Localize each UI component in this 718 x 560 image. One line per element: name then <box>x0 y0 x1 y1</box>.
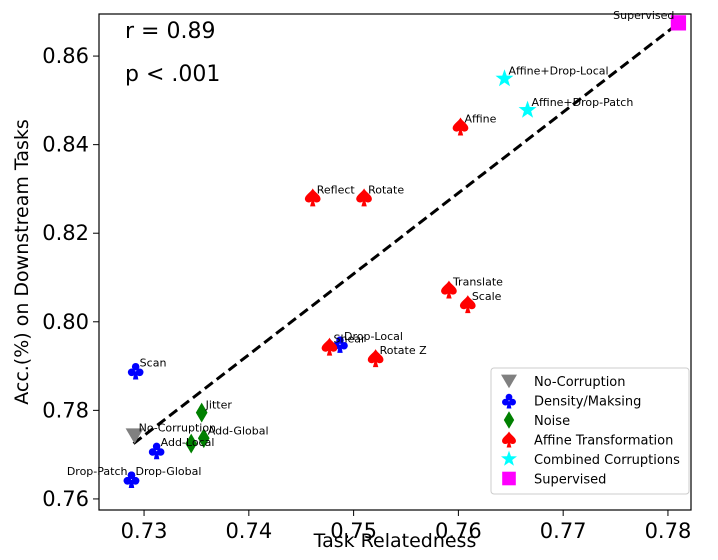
y-tick-label: 0.82 <box>42 221 89 245</box>
point-label-drop-local: Drop-Local <box>344 330 403 343</box>
legend-label: No-Corruption <box>534 375 626 390</box>
point-jitter <box>195 402 208 423</box>
point-supervised <box>670 15 687 31</box>
point-reflect <box>304 188 321 207</box>
p-value-label: p < .001 <box>125 62 220 87</box>
legend-label: Affine Transformation <box>534 434 673 449</box>
series-affine-transformation <box>304 117 476 368</box>
point-add-global <box>197 428 210 449</box>
legend-label: Density/Maksing <box>534 395 641 410</box>
point-drop-global <box>123 471 140 488</box>
point-label-affine-drop-patch: Affine+Drop-Patch <box>532 96 634 109</box>
point-label-jitter: Jitter <box>205 399 233 412</box>
x-tick-label: 0.74 <box>225 519 272 543</box>
point-no-corruption <box>125 428 144 444</box>
point-labels: No-Corruption Scan Drop-Patch Drop-Global Ad… <box>67 9 675 478</box>
point-label-affine: Affine <box>464 112 496 125</box>
point-affine <box>452 117 469 136</box>
point-scan <box>127 362 144 380</box>
correlation-label: r = 0.89 <box>125 19 215 44</box>
point-label-add-global: Add-Global <box>208 424 269 437</box>
x-tick-label: 0.77 <box>540 519 587 543</box>
x-axis: 0.73 0.74 0.75 0.76 0.77 0.78 <box>121 510 692 543</box>
y-tick-label: 0.86 <box>42 44 89 68</box>
y-tick-label: 0.84 <box>42 133 89 157</box>
legend-label: Supervised <box>534 473 606 488</box>
point-scale <box>459 295 476 314</box>
series-no-corruption <box>125 428 144 444</box>
point-label-drop-global: Drop-Global <box>135 465 201 478</box>
point-label-supervised: Supervised <box>613 9 674 22</box>
series-noise <box>185 402 210 454</box>
series-supervised <box>670 15 687 31</box>
legend-box <box>490 367 690 495</box>
point-label-shear: Shear <box>334 333 366 346</box>
point-rotate-z <box>367 349 384 368</box>
point-label-no-corruption: No-Corruption <box>139 422 216 435</box>
legend-marker-density-maksing <box>502 393 516 409</box>
point-label-rotate-z: Rotate Z <box>380 344 428 357</box>
point-label-affine-drop-local: Affine+Drop-Local <box>508 65 608 78</box>
legend-marker-combined-corruptions <box>501 450 517 466</box>
legend-marker-no-corruption <box>501 374 517 389</box>
legend-marker-noise <box>503 411 515 429</box>
point-affine-drop-local <box>495 69 514 87</box>
trend-line <box>132 26 675 445</box>
point-label-drop-patch: Drop-Patch <box>67 465 128 478</box>
point-affine-drop-patch <box>518 100 537 118</box>
point-label-add-local: Add-Local <box>161 436 215 449</box>
legend-entry-no-corruption: No-Corruption <box>501 374 626 390</box>
legend-entry-supervised: Supervised <box>502 471 606 488</box>
point-rotate <box>356 188 372 207</box>
point-noise-unlabeled <box>185 433 198 454</box>
point-label-scale: Scale <box>472 290 502 303</box>
point-label-scan: Scan <box>140 357 167 370</box>
x-axis-label: Task Relatedness <box>313 530 477 552</box>
point-label-translate: Translate <box>452 275 503 288</box>
legend-marker-supervised <box>502 471 516 486</box>
plot-content: No-Corruption Scan Drop-Patch Drop-Global Ad… <box>67 9 687 488</box>
y-tick-label: 0.80 <box>42 310 89 334</box>
legend-entry-density-maksing: Density/Maksing <box>502 393 641 410</box>
y-tick-label: 0.78 <box>42 398 89 422</box>
legend-label: Combined Corruptions <box>534 453 680 468</box>
series-combined-corruptions <box>495 69 537 118</box>
point-label-rotate: Rotate <box>368 183 404 196</box>
legend-entry-noise: Noise <box>503 411 570 429</box>
legend-entry-combined-corruptions: Combined Corruptions <box>501 450 680 468</box>
legend-label: Noise <box>534 414 570 429</box>
x-tick-label: 0.75 <box>330 519 377 543</box>
point-shear <box>321 337 338 356</box>
x-tick-label: 0.76 <box>435 519 482 543</box>
series-density-maksing <box>123 336 348 488</box>
point-add-local <box>148 442 165 460</box>
point-translate <box>441 280 457 299</box>
legend-marker-affine-transformation <box>502 431 516 448</box>
y-tick-label: 0.76 <box>42 487 89 511</box>
y-axis-label: Acc.(%) on Downstream Tasks <box>11 119 33 405</box>
point-label-reflect: Reflect <box>317 183 356 196</box>
legend: No-Corruption Density/Maksing Noise Affine … <box>490 367 690 495</box>
x-tick-label: 0.78 <box>645 519 692 543</box>
y-axis: 0.76 0.78 0.80 0.82 0.84 0.86 <box>42 44 99 511</box>
plot-frame <box>98 13 692 511</box>
x-tick-label: 0.73 <box>121 519 168 543</box>
legend-entry-affine-transformation: Affine Transformation <box>502 431 673 449</box>
stat-annotations: r = 0.89 p < .001 <box>125 19 220 87</box>
